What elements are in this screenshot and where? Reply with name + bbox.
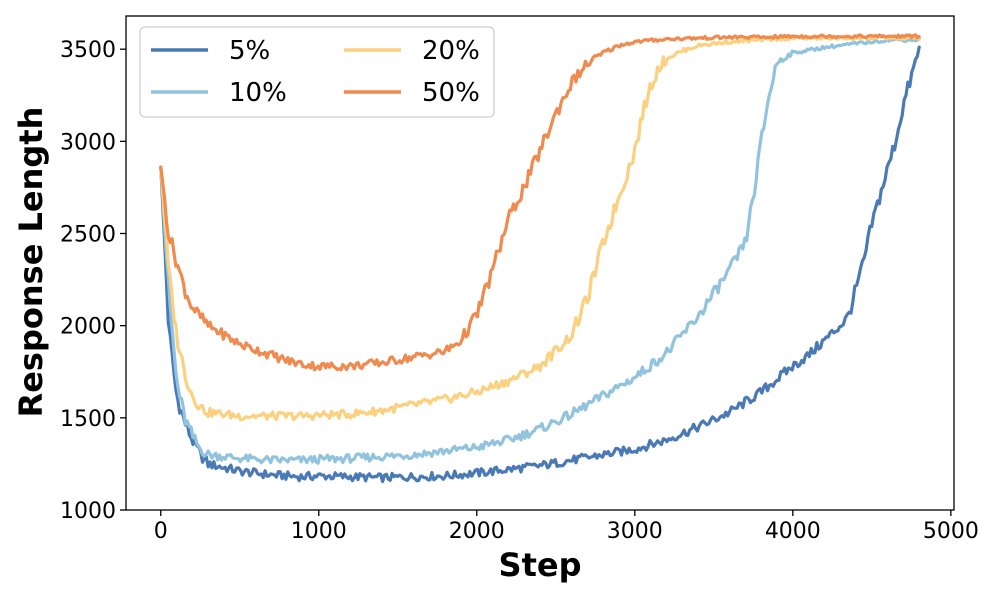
series-line (159, 35, 921, 422)
series-line (159, 45, 921, 484)
x-tick-label: 4000 (765, 519, 821, 544)
x-tick-label: 2000 (449, 519, 505, 544)
x-axis-title: Step (499, 546, 582, 584)
series-line (159, 33, 921, 372)
y-tick-label: 1000 (60, 499, 116, 524)
y-tick-label: 3000 (60, 130, 116, 155)
plot-frame (125, 15, 955, 511)
y-axis-title: Response Length (12, 107, 50, 418)
legend-label: 50% (422, 78, 480, 108)
axis-ticks: 0 1000 2000 3000 4000 5000 1000 1500 2000 2500 300… (60, 38, 979, 544)
y-tick-label: 2000 (60, 315, 116, 340)
legend: 5% 10% 20% 50% (139, 26, 495, 118)
x-tick-label: 0 (154, 519, 168, 544)
legend-label: 20% (422, 36, 480, 66)
x-tick-label: 3000 (607, 519, 663, 544)
y-tick-label: 3500 (60, 38, 116, 63)
legend-label: 10% (229, 78, 287, 108)
legend-label: 5% (229, 36, 270, 66)
x-tick-label: 5000 (923, 519, 979, 544)
x-tick-label: 1000 (291, 519, 347, 544)
legend-box (139, 26, 495, 118)
y-tick-label: 2500 (60, 223, 116, 248)
series-line (159, 37, 921, 465)
series-lines (159, 33, 921, 484)
y-tick-label: 1500 (60, 407, 116, 432)
